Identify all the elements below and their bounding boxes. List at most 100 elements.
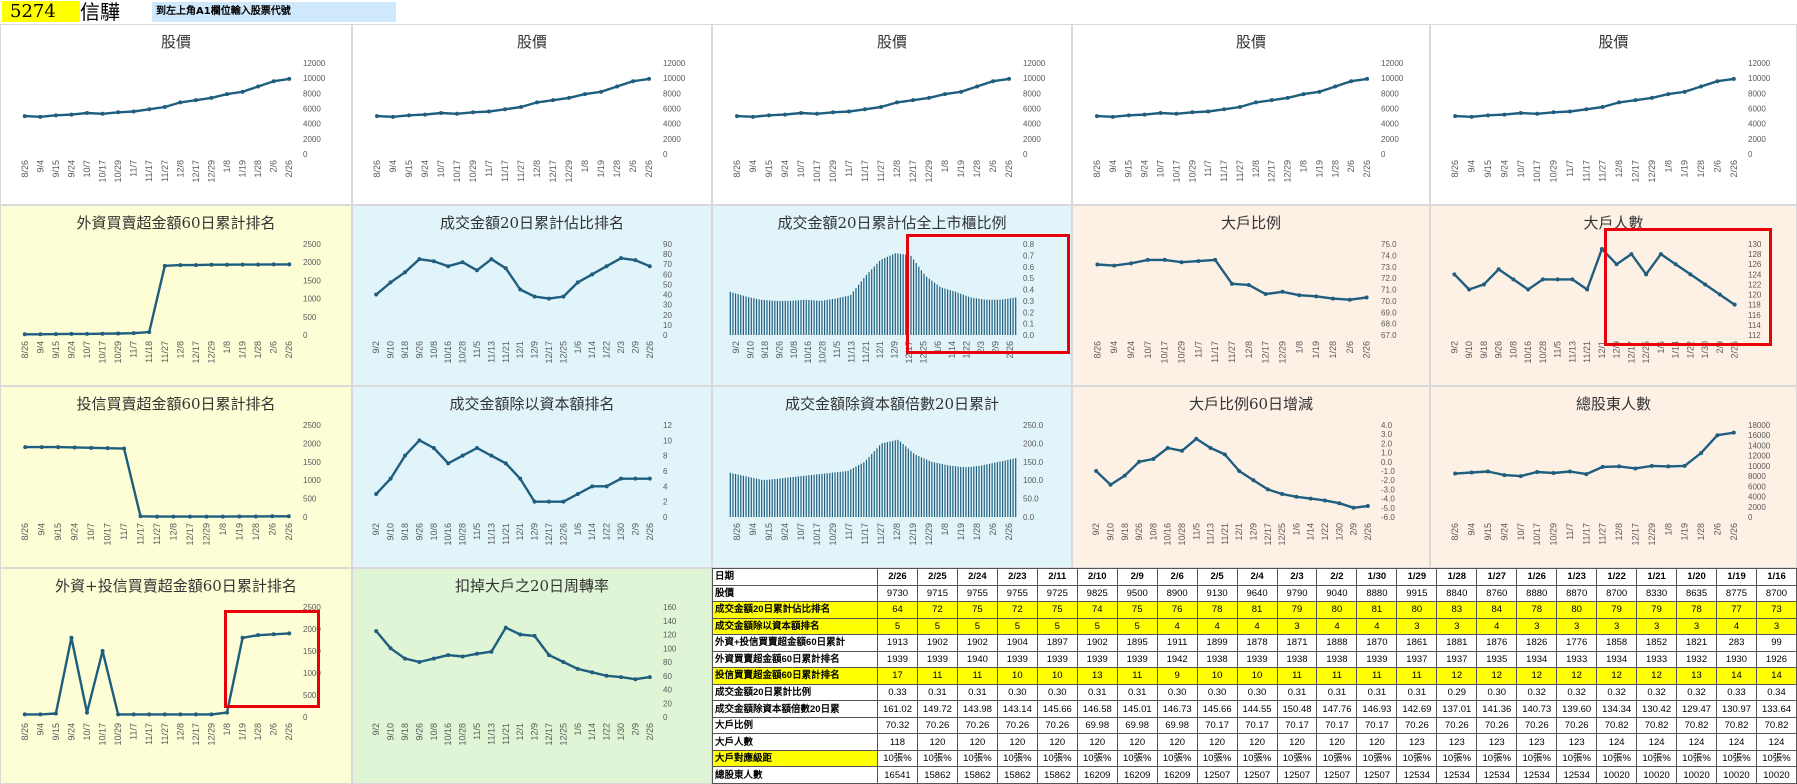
x-tick-label: 8/26 xyxy=(1092,160,1102,178)
highlight-box-vol20ratio xyxy=(906,234,1070,354)
y-tick-label: 4 xyxy=(663,482,668,491)
table-cell: 4 xyxy=(1156,617,1198,636)
table-header-row: 日期 2/26 2/25 2/24 2/23 2/11 2/10 2/9 2/6 2/5 2/4 2/… xyxy=(712,568,1797,586)
x-tick-label: 11/17 xyxy=(144,160,154,182)
chart-title: 股價 xyxy=(160,33,191,51)
x-tick-label: 2/6 xyxy=(1712,160,1722,173)
data-point xyxy=(599,89,603,94)
table-cell: 120 xyxy=(1116,733,1158,751)
table-cell: 3 xyxy=(1596,617,1638,636)
chart-title: 成交金額除資本額倍數20日累計 xyxy=(784,395,1000,413)
data-point xyxy=(1137,459,1142,464)
table-cell: 78 xyxy=(1196,601,1238,619)
y-tick-label: 60 xyxy=(663,270,672,279)
table-cell: 123 xyxy=(1556,733,1598,751)
y-tick-label: 60 xyxy=(663,672,672,681)
data-point xyxy=(53,711,58,716)
chart-svg-trust60: 2500 2000 1500 1000 500 0 8/26 9/4 9/15 9/24 10/7 1… xyxy=(20,421,321,546)
data-point xyxy=(547,296,551,301)
table-date-cell: 2/11 xyxy=(1036,568,1078,586)
x-tick-label: 10/17 xyxy=(98,341,108,364)
data-point xyxy=(489,453,494,458)
data-point xyxy=(287,262,292,267)
stock-code-cell[interactable]: 5274 xyxy=(2,1,80,22)
x-tick-label: 10/16 xyxy=(1523,341,1533,364)
data-point xyxy=(116,110,121,115)
table-cell: 1939 xyxy=(1236,650,1278,669)
table-cell: 146.58 xyxy=(1076,700,1118,718)
y-tick-label: 500 xyxy=(303,691,317,700)
x-tick-label: 10/16 xyxy=(443,523,453,546)
data-point xyxy=(519,104,523,109)
x-tick-label: 1/8 xyxy=(222,160,232,173)
table-date-cell: 2/23 xyxy=(996,568,1038,586)
x-tick-label: 11/17 xyxy=(860,523,870,545)
data-point xyxy=(178,263,183,268)
chart-title: 股價 xyxy=(516,33,547,51)
series-line xyxy=(376,77,650,118)
x-tick-label: 12/17 xyxy=(548,160,558,183)
data-point xyxy=(1518,474,1523,479)
x-tick-label: 8/26 xyxy=(1450,160,1460,178)
table-cell: 1878 xyxy=(1236,634,1278,652)
x-tick-label: 12/1 xyxy=(875,341,885,359)
table-cell: 3 xyxy=(1396,617,1438,636)
data-point xyxy=(1230,281,1234,286)
data-point xyxy=(1644,272,1649,277)
series-line xyxy=(24,632,290,716)
table-cell: 70.17 xyxy=(1356,716,1398,735)
table-cell: 70.82 xyxy=(1636,716,1678,735)
table-cell: 10020 xyxy=(1676,766,1718,784)
table-cell: 1937 xyxy=(1396,650,1438,669)
x-tick-label: 10/8 xyxy=(429,723,439,741)
x-tick-label: 12/25 xyxy=(558,723,568,746)
x-tick-label: 1/30 xyxy=(616,523,626,541)
y-tick-label: 1000 xyxy=(303,669,321,678)
data-point xyxy=(403,270,407,275)
x-tick-label: 9/2 xyxy=(371,523,381,536)
table-cell: 123 xyxy=(1396,733,1438,751)
data-table: 日期 2/26 2/25 2/24 2/23 2/11 2/10 2/9 2/6 2/5 2/4 2/… xyxy=(712,568,1797,784)
x-tick-label: 10/7 xyxy=(86,523,96,541)
data-point xyxy=(1600,104,1605,109)
table-cell: 10張% xyxy=(1676,749,1718,768)
x-tick-label: 2/26 xyxy=(1730,341,1740,359)
table-cell: 70.17 xyxy=(1196,716,1238,735)
x-tick-label: 2/6 xyxy=(1345,341,1355,354)
chart-panel-foreign60: 外資買賣超金額60日累計排名 2500 2000 1500 1000 500 0 8/26 9/… xyxy=(0,205,352,386)
table-cell: 1939 xyxy=(916,650,958,669)
data-point xyxy=(561,294,566,299)
data-point xyxy=(446,264,451,269)
data-point xyxy=(535,100,539,105)
table-cell: 70.82 xyxy=(1755,716,1797,735)
table-cell: 0.31 xyxy=(956,683,998,702)
table-cell: 1939 xyxy=(1036,650,1078,669)
y-tick-label: 90 xyxy=(663,240,672,249)
data-point xyxy=(72,445,77,450)
data-point xyxy=(1599,247,1604,252)
x-tick-label: 1/8 xyxy=(1299,160,1309,173)
x-tick-label: 9/4 xyxy=(35,341,45,354)
chart-title: 股價 xyxy=(1235,33,1266,51)
table-date-cell: 1/21 xyxy=(1636,568,1678,586)
data-point xyxy=(1145,257,1150,262)
data-point xyxy=(1633,98,1638,103)
x-tick-label: 9/18 xyxy=(760,341,770,359)
table-cell: 76 xyxy=(1156,601,1198,619)
table-cell: 120 xyxy=(1356,733,1398,751)
table-cell: 1858 xyxy=(1596,634,1638,652)
x-tick-label: 1/22 xyxy=(962,341,972,359)
y-tick-label: 0.0 xyxy=(1023,513,1035,522)
data-point xyxy=(403,656,407,661)
y-tick-label: 1000 xyxy=(303,295,321,304)
table-date-cell: 2/4 xyxy=(1236,568,1278,586)
y-tick-label: 12000 xyxy=(1381,59,1404,68)
data-point xyxy=(178,712,183,717)
table-cell: 120 xyxy=(956,733,998,751)
x-tick-label: 1/28 xyxy=(1330,160,1340,178)
data-point xyxy=(287,76,292,81)
chart-svg-price4: 12000 10000 8000 6000 4000 2000 0 8/26 9/4 9/15 9/… xyxy=(1092,59,1404,183)
table-cell: 0.32 xyxy=(1596,683,1638,702)
table-cell: 70.26 xyxy=(956,716,998,735)
data-point xyxy=(1682,463,1687,468)
